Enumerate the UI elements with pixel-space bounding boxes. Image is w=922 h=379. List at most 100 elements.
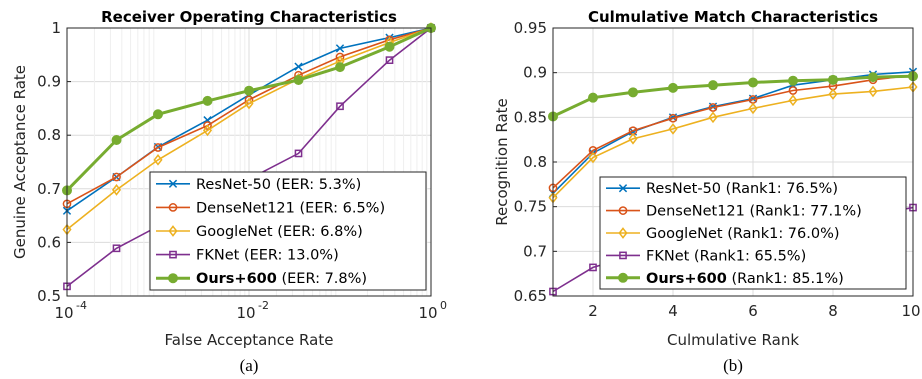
cmc-series-line [552,86,914,199]
cmc-x-tick-label: 10 [901,302,920,320]
cmc-data-point [589,263,597,272]
roc-x-axis-label: False Acceptance Rate [165,331,334,349]
roc-data-point [385,56,394,65]
roc-legend-label: GoogleNet (EER: 6.8%) [196,224,363,240]
cmc-data-point [868,72,878,83]
roc-data-point [202,124,213,137]
cmc-data-point [668,82,678,93]
roc-y-tick-label: 0.5 [37,287,61,305]
cmc-legend-label: Ours+600 (Rank1: 85.1%) [646,271,844,287]
cmc-legend-label: DenseNet121 (Rank1: 77.1%) [646,204,862,220]
roc-data-point [336,102,344,111]
roc-legend-marker [168,179,178,188]
roc-data-point [153,143,163,152]
cmc-chart: Culmulative Match Characteristics 0.650.… [493,8,921,375]
cmc-x-tick-label: 2 [588,302,598,320]
roc-legend-series-name: ResNet-50 [196,177,271,193]
cmc-data-point [628,132,638,145]
roc-legend: ResNet-50 (EER: 5.3%) DenseNet121 (EER: 6… [149,171,427,291]
cmc-data-point [788,86,798,95]
cmc-legend-marker [618,227,628,239]
roc-legend-marker [168,203,178,212]
cmc-y-tick-label: 0.8 [523,153,547,171]
roc-data-point [153,109,163,120]
cmc-y-tick-label: 0.65 [514,287,547,305]
roc-data-point [203,121,212,130]
roc-data-point [335,62,345,73]
cmc-legend-box [599,176,907,290]
cmc-y-tick-label: 0.95 [514,19,547,37]
roc-legend-label: FKNet (EER: 13.0%) [196,248,339,264]
cmc-plot-frame [552,27,914,297]
cmc-legend-marker [619,251,627,260]
cmc-legend-series-name: DenseNet121 [646,204,745,220]
roc-y-tick-label: 0.8 [37,126,61,144]
cmc-legend-series-name: Ours+600 [646,271,727,287]
roc-data-point [202,95,213,106]
roc-series-line [66,27,432,288]
cmc-series-ours-600 [548,71,918,122]
roc-y-tick-label: 1 [51,19,61,37]
roc-x-tick-label: 10 [418,304,437,322]
roc-chart: Receiver Operating Characteristics 0.5 0.… [11,8,447,375]
roc-data-point [335,44,345,53]
cmc-data-point [788,94,798,107]
roc-x-tick-label: 10 [54,304,73,322]
cmc-tick-labels: 0.65 0.7 0.75 0.8 0.85 0.9 0.95 2 4 6 8 10 [514,19,921,320]
cmc-y-tick-label: 0.85 [514,108,547,126]
cmc-legend-series-name: GoogleNet [646,226,723,242]
cmc-series-line [552,74,914,118]
cmc-x-tick-label: 8 [828,302,838,320]
cmc-data-point [628,87,638,98]
roc-title: Receiver Operating Characteristics [101,8,397,26]
roc-legend-marker [168,225,178,237]
cmc-y-tick-label: 0.75 [514,198,547,216]
roc-data-point [112,244,121,253]
cmc-y-tick-label: 0.9 [523,64,547,82]
cmc-data-point [708,103,718,112]
cmc-legend-label: FKNet (Rank1: 65.5%) [646,248,806,264]
roc-series-lines [62,22,436,291]
roc-legend-marker [169,250,177,259]
cmc-data-point [668,113,678,123]
cmc-series-line [552,74,914,189]
cmc-x-axis-label: Culmulative Rank [667,331,799,349]
roc-legend-label: Ours+600 (EER: 7.8%) [196,271,367,287]
roc-caption: (a) [240,356,259,375]
roc-legend-series-name: DenseNet121 [196,200,295,216]
cmc-legend-series-value: (Rank1: 76.0%) [723,226,840,242]
roc-data-point [153,154,163,166]
cmc-data-point [668,123,678,135]
cmc-legend-label: ResNet-50 (Rank1: 76.5%) [646,181,838,197]
cmc-y-axis-label: Recognition Rate [493,98,511,226]
cmc-legend-marker [618,206,628,215]
roc-y-tick-label: 0.6 [37,233,61,251]
cmc-legend-series-name: FKNet [646,248,690,264]
cmc-data-point [748,102,758,115]
cmc-data-point [748,77,758,88]
cmc-data-point [828,74,838,85]
roc-data-point [111,135,122,146]
cmc-data-point [828,88,838,100]
roc-data-point [294,62,303,71]
cmc-legend-marker [618,272,628,283]
cmc-data-point [708,111,718,124]
cmc-legend-series-value: (Rank1: 77.1%) [745,204,862,220]
roc-x-tick-exponent: 0 [440,299,447,312]
roc-data-point [244,85,254,96]
cmc-x-tick-label: 4 [668,302,678,320]
cmc-legend-marker [618,184,628,193]
cmc-data-point [588,151,598,164]
roc-legend-series-value: (EER: 7.8%) [277,271,367,287]
roc-x-tick-exponent: -4 [76,299,87,312]
roc-legend-series-name: GoogleNet [196,224,273,240]
roc-x-tick-label: 10 [236,304,255,322]
cmc-data-point [868,85,878,98]
roc-series-line [66,27,432,231]
roc-legend-box [149,171,427,291]
roc-plot-frame [66,27,432,297]
roc-data-point [244,97,254,110]
cmc-series-densenet121 [548,70,918,193]
